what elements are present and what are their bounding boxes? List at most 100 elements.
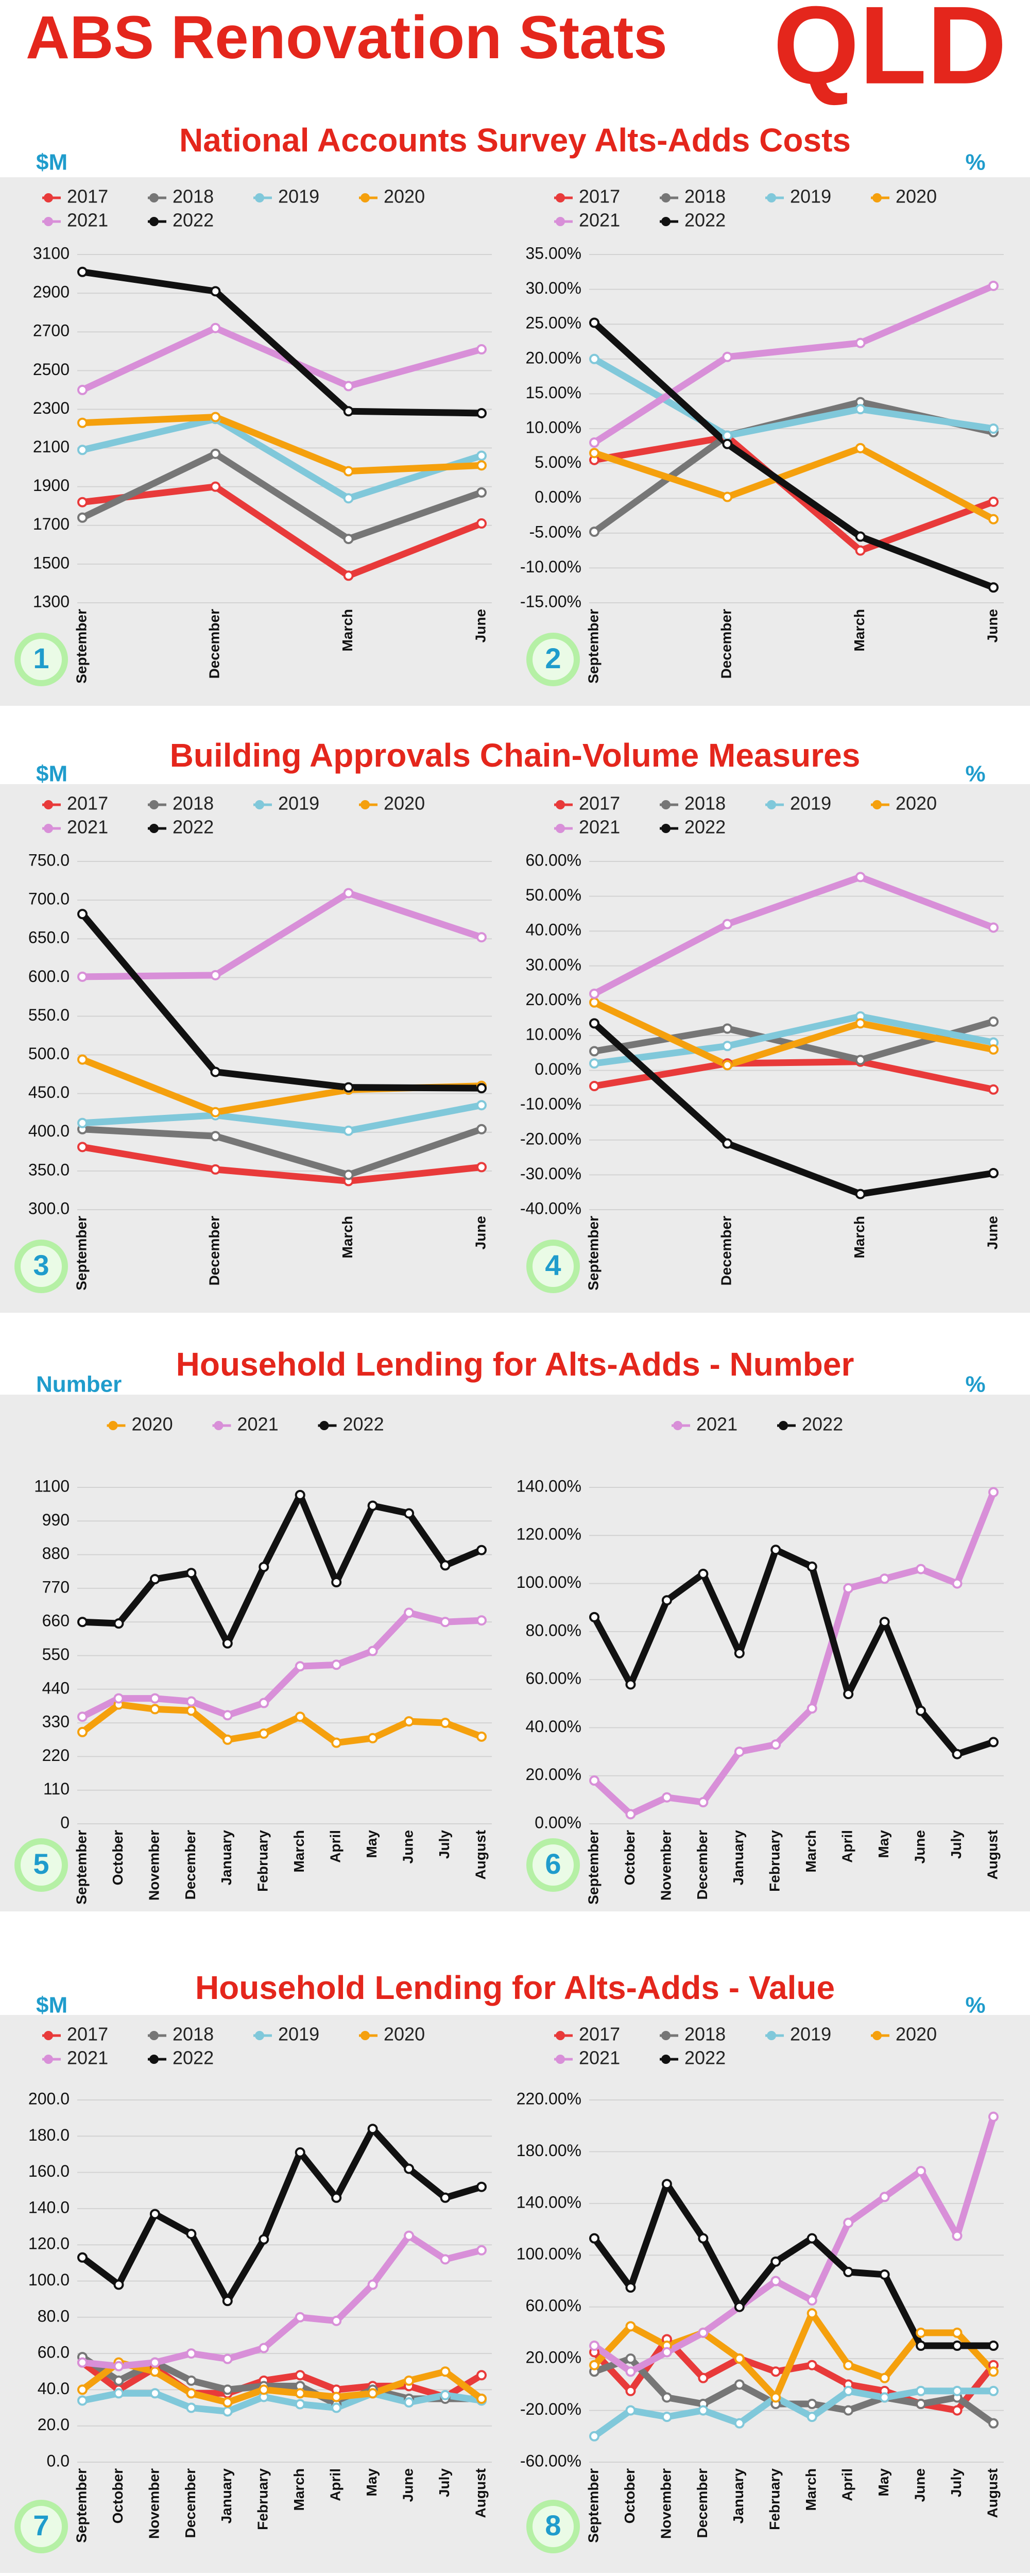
data-point	[916, 1705, 926, 1716]
legend-label: 2022	[684, 817, 726, 838]
data-point	[149, 2357, 160, 2368]
unit-label: $M	[36, 1993, 67, 2018]
data-point	[722, 492, 733, 502]
data-point	[210, 412, 221, 422]
legend-dot	[779, 1421, 788, 1430]
x-tick-label: April	[328, 1830, 344, 1863]
panel	[0, 1395, 518, 1911]
data-point	[770, 2276, 781, 2286]
x-tick-label: March	[291, 1830, 307, 1872]
y-tick-label: 30.00%	[525, 955, 581, 974]
y-tick-label: 750.0	[28, 851, 70, 869]
data-point	[589, 1058, 599, 1069]
y-tick-label: 50.00%	[525, 886, 581, 904]
legend-dot	[360, 2031, 370, 2040]
y-tick-label: 0	[60, 1813, 70, 1832]
legend-label: 2018	[173, 793, 214, 814]
data-point	[988, 1084, 999, 1095]
data-point	[77, 1711, 88, 1722]
y-tick-label: 60.0	[38, 2343, 70, 2362]
data-point	[367, 2279, 378, 2290]
legend-label: 2019	[790, 186, 831, 207]
data-point	[988, 922, 999, 933]
x-tick-label: August	[984, 2468, 1000, 2518]
data-point	[855, 531, 866, 542]
data-point	[440, 2389, 451, 2400]
legend-dot	[108, 1421, 118, 1430]
x-tick-label: December	[207, 609, 222, 679]
legend-label: 2017	[579, 793, 620, 814]
x-tick-label: July	[948, 2468, 964, 2497]
data-point	[476, 1731, 487, 1742]
legend-dot	[872, 193, 882, 202]
legend-label: 2020	[384, 793, 425, 814]
data-point	[404, 2397, 415, 2408]
data-point	[916, 2341, 926, 2351]
legend-label: 2017	[579, 186, 620, 207]
data-point	[476, 932, 487, 943]
data-point	[770, 2392, 781, 2403]
data-point	[77, 445, 88, 455]
series-line	[591, 1020, 997, 1198]
series-line	[79, 325, 485, 394]
data-point	[589, 1612, 599, 1622]
chart-number-badge	[14, 1838, 68, 1892]
data-point	[331, 2392, 342, 2402]
data-point	[722, 351, 733, 362]
legend-label: 2017	[67, 793, 108, 814]
y-tick-label: -40.00%	[520, 1199, 581, 1217]
chart-number-badge	[526, 2500, 580, 2553]
data-point	[806, 2295, 817, 2306]
legend-dot	[556, 2055, 565, 2064]
data-point	[222, 1734, 233, 1745]
series-line	[591, 1488, 997, 1818]
data-point	[806, 1703, 817, 1714]
series-line	[591, 319, 997, 591]
series-line	[79, 2125, 485, 2304]
series-line	[79, 1492, 485, 1647]
legend-label: 2017	[579, 2024, 620, 2045]
data-point	[210, 970, 221, 980]
y-tick-label: 80.00%	[525, 1621, 581, 1639]
data-point	[343, 381, 354, 392]
y-tick-label: 450.0	[28, 1083, 70, 1101]
x-tick-label: September	[585, 2468, 601, 2543]
data-point	[879, 1617, 890, 1628]
data-point	[589, 2431, 599, 2442]
y-tick-label: 35.00%	[525, 244, 581, 262]
data-point	[259, 1698, 269, 1708]
data-point	[855, 443, 866, 453]
y-tick-label: -20.00%	[520, 2400, 581, 2418]
section-title: Household Lending for Alts-Adds - Value	[195, 1969, 835, 2006]
data-point	[113, 2375, 124, 2386]
legend-dot	[872, 2031, 882, 2040]
data-point	[476, 1545, 487, 1555]
chart-number-badge	[526, 1240, 580, 1293]
chart-number-badge	[14, 2500, 68, 2553]
section-title: Household Lending for Alts-Adds - Number	[176, 1346, 854, 1383]
y-tick-label: 100.00%	[517, 2245, 581, 2263]
x-tick-label: March	[339, 1216, 355, 1258]
unit-label: $M	[36, 150, 67, 175]
data-point	[855, 1189, 866, 1199]
data-point	[589, 448, 599, 459]
y-tick-label: -20.00%	[520, 1129, 581, 1148]
x-tick-label: September	[585, 609, 601, 684]
series-line	[79, 1701, 485, 1747]
data-point	[625, 2321, 636, 2332]
y-tick-label: 2900	[33, 283, 70, 301]
series-line	[591, 2387, 997, 2440]
data-point	[476, 1100, 487, 1111]
data-point	[855, 1018, 866, 1029]
data-point	[661, 2347, 672, 2358]
data-point	[988, 2366, 999, 2377]
data-point	[367, 1733, 378, 1743]
data-point	[77, 1117, 88, 1128]
data-point	[661, 2412, 672, 2422]
chart-number-badge	[526, 633, 580, 686]
y-tick-label: 80.0	[38, 2307, 70, 2325]
data-point	[988, 1044, 999, 1055]
data-point	[77, 971, 88, 982]
data-point	[770, 2256, 781, 2267]
data-point	[222, 1638, 233, 1649]
